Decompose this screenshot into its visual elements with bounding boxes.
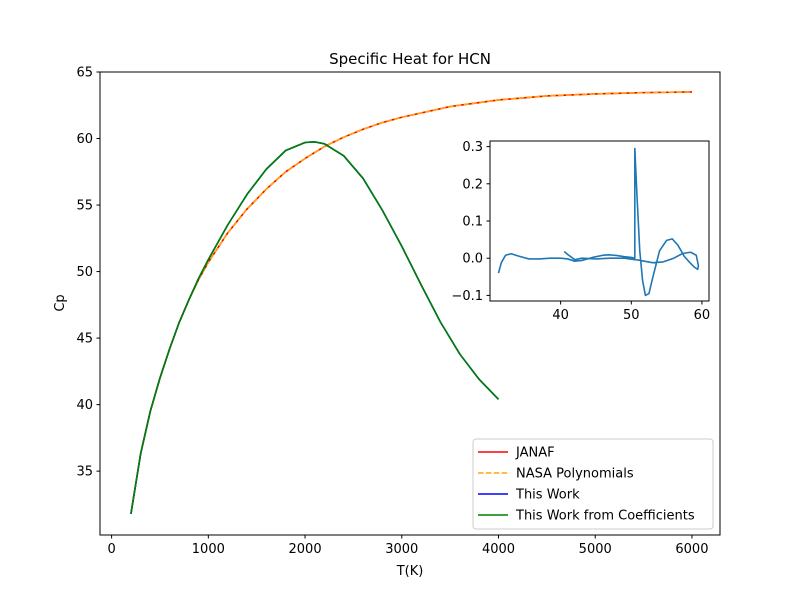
legend: JANAF NASA Polynomials This Work This Work … [472, 438, 714, 530]
main-series-line-3 [130, 141, 500, 514]
inset-background [490, 141, 709, 301]
legend-label-1: NASA Polynomials [516, 467, 634, 482]
legend-entries: JANAF NASA Polynomials This Work This Work … [478, 446, 695, 524]
main-y-tick-label: 35 [76, 465, 93, 480]
main-x-tick-label: 5000 [579, 542, 612, 557]
main-x-tick-label: 2000 [289, 542, 322, 557]
main-x-tick-label: 0 [107, 542, 115, 557]
inset-series-group [497, 147, 700, 297]
main-x-tick-label: 1000 [192, 542, 225, 557]
inset-y-tick-label: −0.1 [451, 289, 483, 304]
main-plot-frame [99, 71, 721, 536]
main-y-tick-label: 45 [76, 332, 93, 347]
main-x-ticks: 0 1000 2000 3000 4000 5000 6000 [107, 535, 708, 557]
inset-y-tick-label: 0.3 [462, 140, 483, 155]
inset-x-tick-label: 60 [694, 308, 711, 323]
main-series-group [130, 91, 692, 514]
main-x-tick-label: 6000 [675, 542, 708, 557]
y-axis-label: Cp [53, 294, 68, 311]
inset-x-ticks: 40 50 60 [552, 301, 710, 323]
legend-box [472, 438, 714, 530]
main-y-tick-label: 55 [76, 199, 93, 214]
inset-x-tick-label: 40 [552, 308, 569, 323]
legend-label-3: This Work from Coefficients [515, 509, 695, 524]
inset-y-tick-label: 0.0 [462, 252, 483, 267]
inset-y-tick-label: 0.2 [462, 177, 483, 192]
main-y-ticks: 35 40 45 50 55 60 65 [76, 66, 100, 480]
inset-y-tick-label: 0.1 [462, 215, 483, 230]
main-axes: Specific Heat for HCN 0 1000 2000 3000 4000 5… [53, 50, 721, 579]
chart-title: Specific Heat for HCN [329, 50, 491, 68]
main-y-tick-label: 50 [76, 265, 93, 280]
x-axis-label: T(K) [396, 564, 424, 579]
legend-label-0: JANAF [515, 446, 555, 461]
inset-axes: 40 50 60 −0.1 0.0 0.1 0.2 0.3 [451, 140, 710, 323]
main-y-tick-label: 65 [76, 66, 93, 81]
inset-x-tick-label: 50 [623, 308, 640, 323]
inset-y-ticks: −0.1 0.0 0.1 0.2 0.3 [451, 140, 490, 304]
inset-series-line-0 [497, 147, 700, 297]
main-x-tick-label: 3000 [385, 542, 418, 557]
legend-label-2: This Work [515, 488, 580, 503]
main-y-tick-label: 60 [76, 132, 93, 147]
main-y-tick-label: 40 [76, 398, 93, 413]
main-x-tick-label: 4000 [482, 542, 515, 557]
